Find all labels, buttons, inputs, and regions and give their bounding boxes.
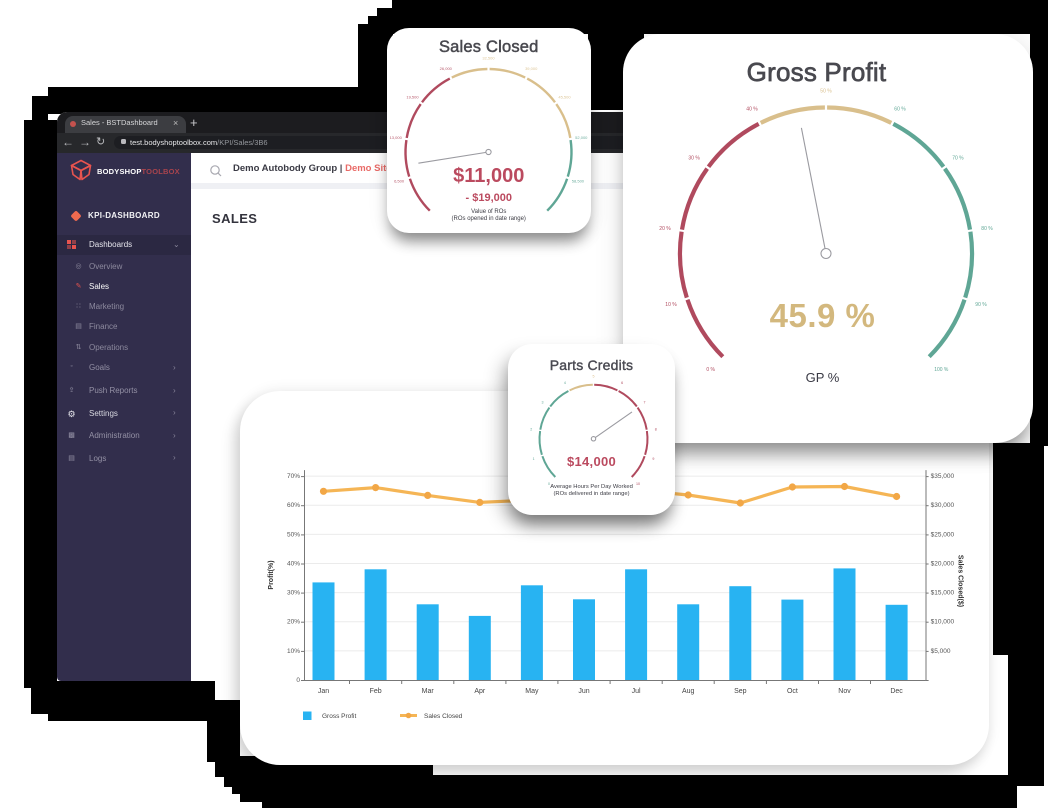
svg-text:39,000: 39,000 bbox=[525, 65, 538, 70]
svg-text:2: 2 bbox=[530, 427, 532, 431]
svg-text:$5,000: $5,000 bbox=[931, 648, 951, 655]
svg-text:26,000: 26,000 bbox=[440, 65, 453, 70]
svg-text:6,500: 6,500 bbox=[394, 178, 405, 183]
svg-text:100 %: 100 % bbox=[934, 366, 949, 372]
svg-text:80 %: 80 % bbox=[981, 226, 993, 232]
svg-text:70%: 70% bbox=[287, 473, 300, 480]
svg-text:$30,000: $30,000 bbox=[931, 502, 955, 509]
svg-text:Sales Closed($): Sales Closed($) bbox=[957, 555, 964, 607]
svg-text:$20,000: $20,000 bbox=[931, 561, 955, 568]
svg-text:52,000: 52,000 bbox=[575, 134, 588, 139]
svg-text:Oct: Oct bbox=[787, 688, 798, 695]
svg-text:30%: 30% bbox=[287, 590, 300, 597]
svg-text:58,500: 58,500 bbox=[572, 178, 585, 183]
svg-text:10 %: 10 % bbox=[665, 301, 677, 307]
svg-text:70 %: 70 % bbox=[952, 155, 964, 161]
svg-text:0: 0 bbox=[296, 677, 300, 684]
svg-text:Profit(%): Profit(%) bbox=[268, 560, 275, 589]
svg-text:$25,000: $25,000 bbox=[931, 531, 955, 538]
svg-text:Apr: Apr bbox=[474, 688, 486, 695]
svg-text:32,500: 32,500 bbox=[482, 55, 495, 60]
svg-text:9: 9 bbox=[652, 457, 654, 461]
svg-text:45,500: 45,500 bbox=[558, 94, 571, 99]
svg-text:19,500: 19,500 bbox=[406, 94, 419, 99]
svg-text:Jan: Jan bbox=[318, 688, 329, 695]
svg-text:60%: 60% bbox=[287, 502, 300, 509]
svg-text:Nov: Nov bbox=[838, 688, 851, 695]
svg-text:0: 0 bbox=[548, 482, 550, 486]
svg-text:40%: 40% bbox=[287, 561, 300, 568]
svg-text:20%: 20% bbox=[287, 619, 300, 626]
svg-text:1: 1 bbox=[533, 457, 535, 461]
svg-text:$35,000: $35,000 bbox=[931, 473, 955, 480]
svg-text:Sep: Sep bbox=[734, 688, 747, 695]
svg-text:Jul: Jul bbox=[632, 688, 641, 695]
svg-text:Sales Closed: Sales Closed bbox=[424, 713, 463, 720]
svg-text:$15,000: $15,000 bbox=[931, 590, 955, 597]
svg-text:60 %: 60 % bbox=[894, 106, 906, 112]
svg-text:$10,000: $10,000 bbox=[931, 619, 955, 626]
svg-text:May: May bbox=[525, 688, 539, 695]
svg-text:0 %: 0 % bbox=[706, 366, 715, 372]
svg-text:5: 5 bbox=[593, 374, 595, 378]
svg-text:Aug: Aug bbox=[682, 688, 695, 695]
svg-text:Gross Profit: Gross Profit bbox=[322, 713, 357, 720]
svg-text:Feb: Feb bbox=[370, 688, 382, 695]
svg-text:Dec: Dec bbox=[890, 688, 903, 695]
svg-text:30 %: 30 % bbox=[688, 155, 700, 161]
svg-text:13,000: 13,000 bbox=[390, 134, 403, 139]
svg-text:90 %: 90 % bbox=[975, 301, 987, 307]
svg-text:3: 3 bbox=[542, 400, 544, 404]
svg-text:20 %: 20 % bbox=[659, 226, 671, 232]
svg-text:10: 10 bbox=[636, 482, 640, 486]
svg-text:50 %: 50 % bbox=[820, 88, 832, 94]
svg-text:40 %: 40 % bbox=[746, 106, 758, 112]
svg-text:10%: 10% bbox=[287, 648, 300, 655]
svg-text:6: 6 bbox=[621, 381, 623, 385]
svg-text:50%: 50% bbox=[287, 531, 300, 538]
svg-text:4: 4 bbox=[564, 381, 566, 385]
svg-text:7: 7 bbox=[644, 400, 646, 404]
svg-text:Jun: Jun bbox=[578, 688, 589, 695]
svg-text:8: 8 bbox=[655, 427, 657, 431]
svg-text:Mar: Mar bbox=[422, 688, 435, 695]
